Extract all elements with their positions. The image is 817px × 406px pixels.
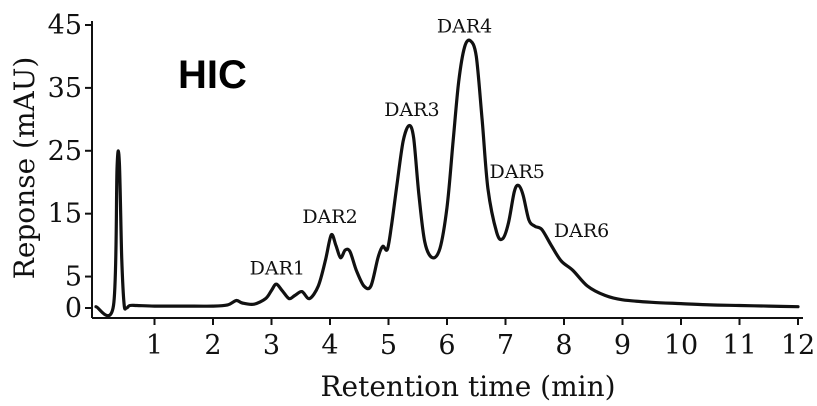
y-axis-title: Reponse (mAU)	[8, 57, 41, 280]
chart-title: HIC	[178, 53, 247, 97]
y-tick-label: 5	[65, 262, 82, 293]
y-tick-label: 35	[48, 73, 82, 104]
y-tick-label: 0	[65, 293, 82, 324]
x-tick-label: 5	[380, 330, 397, 361]
y-tick-label: 25	[48, 136, 82, 167]
peak-label-dar3: DAR3	[384, 99, 439, 121]
x-tick-label: 2	[204, 330, 221, 361]
x-tick-label: 4	[321, 330, 338, 361]
peak-label-dar2: DAR2	[302, 206, 357, 228]
peak-label-dar4: DAR4	[437, 16, 492, 38]
series-line	[94, 38, 800, 318]
peak-label-dar1: DAR1	[250, 258, 305, 280]
y-tick-label: 15	[48, 199, 82, 230]
x-axis-title: Retention time (min)	[320, 370, 615, 403]
peak-label-dar6: DAR6	[554, 220, 609, 242]
x-tick-label: 8	[555, 330, 572, 361]
series-layer	[94, 38, 800, 318]
x-tick-label: 12	[781, 330, 815, 361]
x-tick-label: 11	[722, 330, 756, 361]
x-tick-label: 10	[664, 330, 698, 361]
x-tick-label: 7	[497, 330, 514, 361]
x-tick-label: 3	[263, 330, 280, 361]
annotation-layer: DAR1 DAR2 DAR3 DAR4 DAR5 DAR6	[250, 16, 610, 280]
x-tick-label: 1	[146, 330, 163, 361]
x-tick-label: 6	[438, 330, 455, 361]
peak-label-dar5: DAR5	[490, 161, 545, 183]
x-tick-label: 9	[614, 330, 631, 361]
y-tick-label: 45	[48, 10, 82, 41]
